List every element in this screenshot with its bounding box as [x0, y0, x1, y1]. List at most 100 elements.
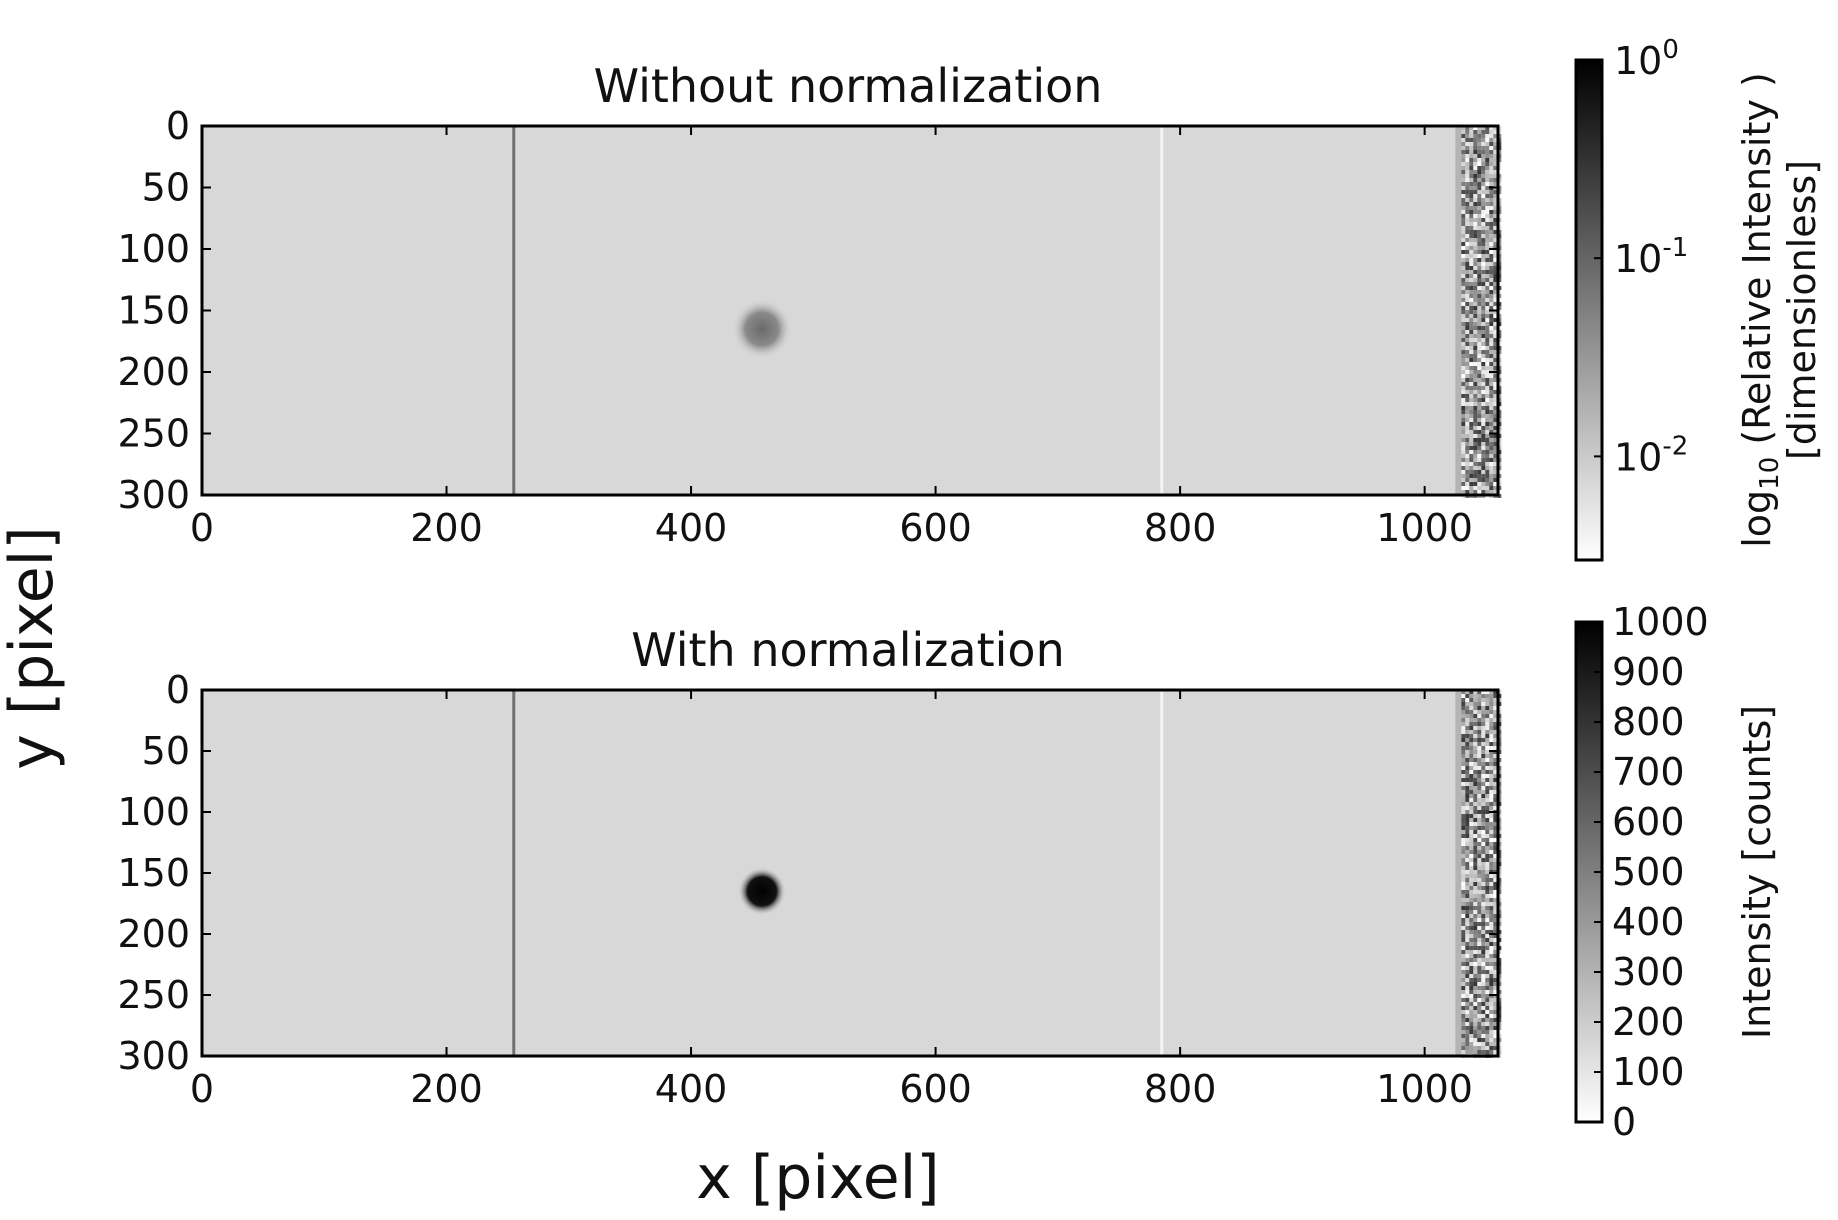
noise-pixel: [1493, 234, 1498, 238]
noise-pixel: [1485, 874, 1490, 878]
noise-pixel: [1473, 430, 1478, 434]
noise-pixel: [1493, 398, 1498, 402]
noise-pixel: [1469, 218, 1474, 222]
noise-pixel: [1489, 846, 1494, 850]
noise-pixel: [1485, 246, 1490, 250]
noise-pixel: [1489, 722, 1494, 726]
noise-pixel: [1485, 906, 1490, 910]
noise-pixel: [1461, 234, 1466, 238]
noise-pixel: [1477, 134, 1482, 138]
noise-pixel: [1493, 790, 1498, 794]
noise-pixel: [1489, 966, 1494, 970]
noise-pixel: [1493, 258, 1498, 262]
noise-pixel: [1485, 262, 1490, 266]
noise-pixel: [1465, 482, 1470, 486]
noise-pixel: [1489, 402, 1494, 406]
noise-pixel: [1465, 974, 1470, 978]
noise-pixel: [1477, 454, 1482, 458]
noise-pixel: [1461, 738, 1466, 742]
noise-pixel: [1489, 362, 1494, 366]
noise-pixel: [1461, 962, 1466, 966]
noise-pixel: [1477, 750, 1482, 754]
noise-pixel: [1485, 462, 1490, 466]
noise-pixel: [1473, 186, 1478, 190]
noise-pixel: [1469, 430, 1474, 434]
noise-pixel: [1469, 226, 1474, 230]
noise-pixel: [1481, 846, 1486, 850]
noise-pixel: [1461, 214, 1466, 218]
noise-pixel: [1465, 246, 1470, 250]
noise-pixel: [1465, 958, 1470, 962]
noise-pixel: [1485, 898, 1490, 902]
noise-pixel: [1493, 806, 1498, 810]
noise-pixel: [1489, 218, 1494, 222]
noise-pixel: [1489, 406, 1494, 410]
noise-pixel: [1477, 930, 1482, 934]
noise-pixel: [1485, 990, 1490, 994]
noise-pixel: [1485, 382, 1490, 386]
noise-pixel: [1493, 222, 1498, 226]
noise-pixel: [1461, 362, 1466, 366]
noise-pixel: [1473, 710, 1478, 714]
noise-pixel: [1493, 718, 1498, 722]
noise-pixel: [1477, 1050, 1482, 1054]
noise-pixel: [1493, 170, 1498, 174]
noise-pixel: [1481, 478, 1486, 482]
noise-pixel: [1481, 806, 1486, 810]
noise-pixel: [1473, 458, 1478, 462]
noise-pixel: [1465, 302, 1470, 306]
noise-pixel: [1477, 462, 1482, 466]
noise-pixel: [1493, 366, 1498, 370]
x-tick-label: 600: [899, 1067, 972, 1111]
noise-pixel: [1469, 366, 1474, 370]
noise-pixel: [1493, 318, 1498, 322]
noise-pixel: [1489, 486, 1494, 490]
noise-pixel: [1493, 730, 1498, 734]
noise-pixel: [1461, 306, 1466, 310]
noise-pixel: [1477, 226, 1482, 230]
noise-pixel: [1477, 242, 1482, 246]
noise-pixel: [1493, 866, 1498, 870]
noise-pixel: [1481, 462, 1486, 466]
noise-pixel: [1477, 734, 1482, 738]
panel-title: With normalization: [631, 623, 1064, 677]
noise-pixel: [1465, 898, 1470, 902]
x-tick-label: 1000: [1376, 1067, 1473, 1111]
noise-pixel: [1473, 714, 1478, 718]
noise-pixel: [1473, 386, 1478, 390]
noise-pixel: [1469, 862, 1474, 866]
noise-pixel: [1477, 730, 1482, 734]
noise-pixel: [1489, 126, 1494, 130]
noise-pixel: [1473, 378, 1478, 382]
noise-pixel: [1461, 834, 1466, 838]
noise-pixel: [1489, 1026, 1494, 1030]
noise-pixel: [1485, 338, 1490, 342]
noise-pixel: [1461, 942, 1466, 946]
noise-pixel: [1469, 830, 1474, 834]
y-tick-label: 250: [117, 973, 190, 1017]
noise-pixel: [1489, 178, 1494, 182]
noise-pixel: [1481, 970, 1486, 974]
noise-pixel: [1469, 422, 1474, 426]
noise-pixel: [1481, 1018, 1486, 1022]
noise-pixel: [1489, 490, 1494, 494]
noise-pixel: [1489, 1042, 1494, 1046]
noise-pixel: [1493, 174, 1498, 178]
noise-pixel: [1485, 278, 1490, 282]
noise-pixel: [1485, 890, 1490, 894]
noise-pixel: [1477, 366, 1482, 370]
noise-pixel: [1473, 254, 1478, 258]
noise-pixel: [1469, 730, 1474, 734]
noise-pixel: [1485, 350, 1490, 354]
noise-pixel: [1485, 182, 1490, 186]
noise-pixel: [1493, 178, 1498, 182]
colorbar-label-line2: [dimensionless]: [1780, 160, 1824, 460]
noise-pixel: [1481, 126, 1486, 130]
noise-pixel: [1481, 310, 1486, 314]
noise-pixel: [1481, 222, 1486, 226]
noise-pixel: [1489, 474, 1494, 478]
noise-pixel: [1461, 1006, 1466, 1010]
noise-pixel: [1469, 1034, 1474, 1038]
noise-pixel: [1477, 338, 1482, 342]
